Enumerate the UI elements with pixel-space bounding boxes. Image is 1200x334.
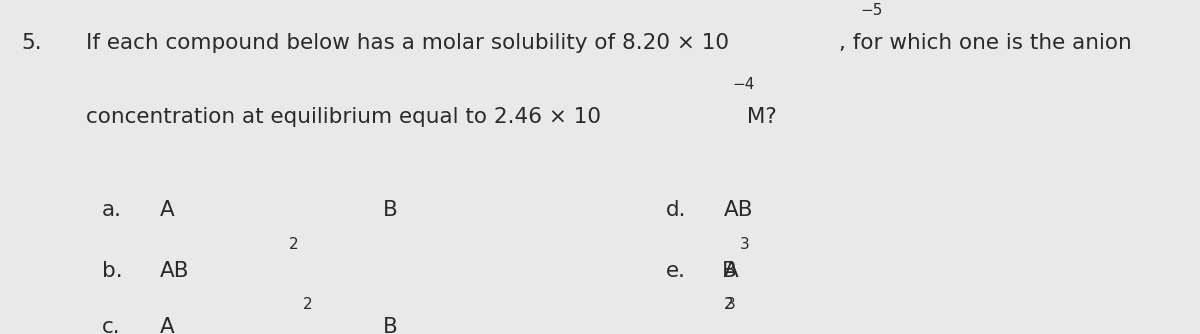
Text: A: A — [160, 200, 174, 220]
Text: B: B — [383, 200, 398, 220]
Text: 3: 3 — [740, 237, 750, 252]
Text: e.: e. — [666, 261, 686, 281]
Text: 3: 3 — [726, 297, 736, 312]
Text: c.: c. — [102, 317, 121, 334]
Text: −4: −4 — [732, 77, 755, 92]
Text: AB: AB — [160, 261, 190, 281]
Text: −4: −4 — [732, 77, 755, 92]
Text: a.: a. — [102, 200, 122, 220]
Text: A: A — [724, 261, 738, 281]
Text: concentration at equilibrium equal to 2.46 × 10: concentration at equilibrium equal to 2.… — [86, 107, 601, 127]
Text: AB: AB — [160, 261, 190, 281]
Text: AB: AB — [724, 200, 754, 220]
Text: A: A — [160, 317, 174, 334]
Text: 2: 2 — [725, 297, 734, 312]
Text: A: A — [724, 261, 738, 281]
Text: b.: b. — [102, 261, 122, 281]
Text: 3: 3 — [740, 237, 750, 252]
Text: B: B — [383, 317, 398, 334]
Text: −5: −5 — [860, 3, 882, 18]
Text: 2: 2 — [304, 297, 313, 312]
Text: If each compound below has a molar solubility of 8.20 × 10: If each compound below has a molar solub… — [86, 33, 730, 53]
Text: 2: 2 — [304, 297, 313, 312]
Text: M?: M? — [739, 107, 776, 127]
Text: 2: 2 — [288, 237, 298, 252]
Text: B: B — [722, 261, 737, 281]
Text: 3: 3 — [726, 297, 736, 312]
Text: B: B — [722, 261, 737, 281]
Text: A: A — [160, 200, 174, 220]
Text: A: A — [160, 317, 174, 334]
Text: , for which one is the anion: , for which one is the anion — [839, 33, 1132, 53]
Text: B: B — [383, 200, 398, 220]
Text: d.: d. — [666, 200, 686, 220]
Text: −5: −5 — [860, 3, 882, 18]
Text: 5.: 5. — [22, 33, 42, 53]
Text: 2: 2 — [288, 237, 298, 252]
Text: B: B — [383, 317, 398, 334]
Text: AB: AB — [724, 200, 754, 220]
Text: 2: 2 — [725, 297, 734, 312]
